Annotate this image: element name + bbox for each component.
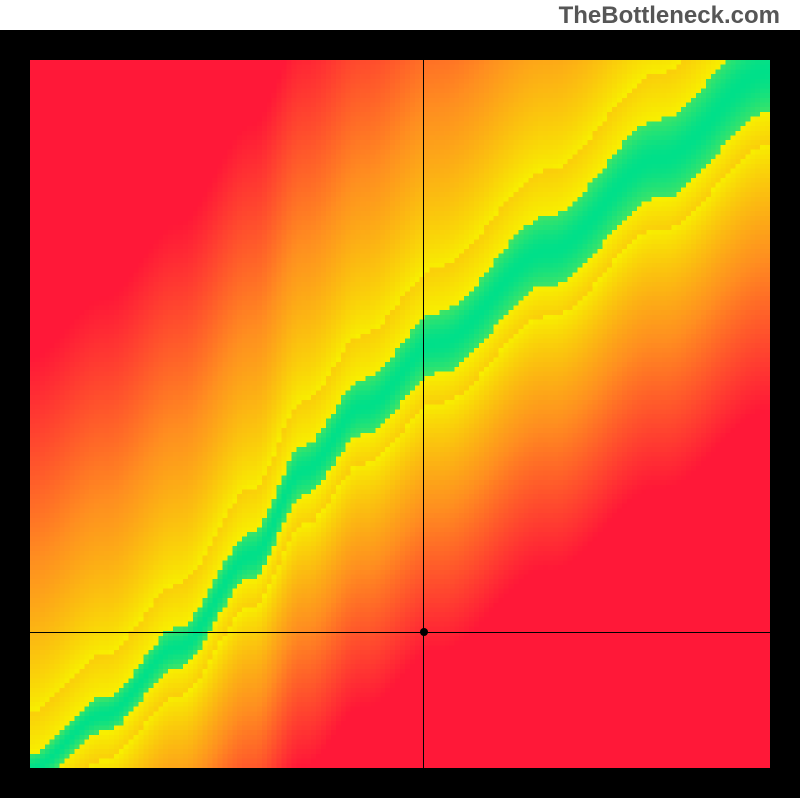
chart-container: { "watermark": { "text": "TheBottleneck.…: [0, 0, 800, 800]
crosshair-marker: [420, 628, 428, 636]
heatmap-canvas: [30, 60, 770, 768]
crosshair-horizontal: [30, 632, 770, 633]
watermark-text: TheBottleneck.com: [559, 2, 780, 30]
heatmap-plot: [30, 60, 770, 768]
chart-frame: [0, 30, 800, 798]
crosshair-vertical: [423, 60, 424, 768]
